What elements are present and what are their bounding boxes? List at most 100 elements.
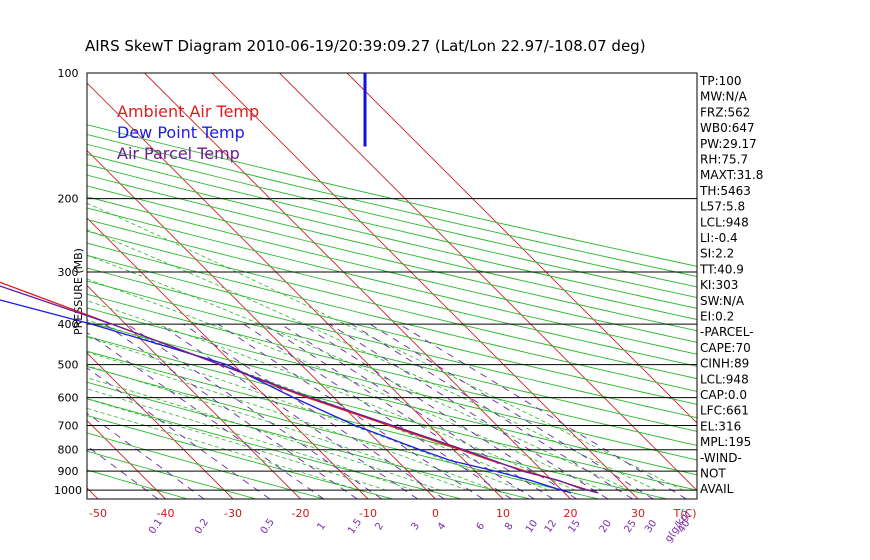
moist-adiabat-line <box>87 229 657 491</box>
isotherm-line <box>87 352 234 499</box>
stats-item: TH:5463 <box>699 184 751 198</box>
bottom-temp-label: -40 <box>157 507 175 520</box>
mixing-ratio-line <box>87 412 205 499</box>
stats-item: LCL:948 <box>700 215 749 229</box>
mixing-ratio-line <box>399 323 687 499</box>
bottom-temp-label: -50 <box>89 507 107 520</box>
stats-item: MAXT:31.8 <box>700 168 763 182</box>
dry-adiabat-line <box>87 366 599 499</box>
pressure-tick-label: 200 <box>58 193 79 206</box>
bottom-temp-label: 0 <box>432 507 439 520</box>
mixing-ratio-label: 12 <box>543 518 559 535</box>
stats-item: CAP:0.0 <box>700 388 747 402</box>
dry-adiabat-line <box>87 293 697 446</box>
moist-adiabat-line <box>87 336 522 491</box>
moist-adiabat-line <box>87 278 603 491</box>
pressure-tick-label: 1000 <box>54 484 82 497</box>
pressure-tick-label: 100 <box>58 67 79 80</box>
dry-adiabat-line <box>87 381 531 499</box>
dry-adiabat-line <box>87 267 697 419</box>
mixing-ratio-line <box>351 323 633 499</box>
dry-adiabat-line <box>87 335 697 491</box>
mixing-ratio-label: 2 <box>373 521 386 533</box>
stats-item: MPL:195 <box>700 435 751 449</box>
mixing-ratio-label: 1 <box>315 521 328 533</box>
mixing-ratio-line <box>369 323 654 499</box>
stats-item: -WIND- <box>700 451 742 465</box>
mixing-ratio-label: 10 <box>524 518 540 535</box>
dry-adiabat-line <box>87 124 697 267</box>
dry-adiabat-line <box>87 280 697 432</box>
bottom-temp-label: T(C) <box>673 507 697 520</box>
mixing-ratio-line <box>301 323 577 499</box>
legend-entry: Air Parcel Temp <box>117 144 240 163</box>
stats-item: FRZ:562 <box>700 105 750 119</box>
mixing-ratio-line <box>280 323 554 499</box>
stats-item: AVAIL <box>700 482 734 496</box>
bottom-temp-label: -30 <box>224 507 242 520</box>
dry-adiabat-line <box>87 174 697 320</box>
dry-adiabat-line <box>87 164 697 309</box>
isotherm-line <box>0 73 31 499</box>
moist-adiabat-line <box>87 254 630 491</box>
dry-adiabat-line <box>87 207 697 355</box>
stats-item: EL:316 <box>700 419 741 433</box>
isotherm-line <box>87 419 166 499</box>
dry-adiabat-line <box>87 307 697 461</box>
dry-adiabat-line <box>87 218 697 367</box>
stats-item: PW:29.17 <box>700 137 757 151</box>
isotherm-line <box>346 73 697 424</box>
stats-item: WB0:647 <box>700 121 755 135</box>
mixing-ratio-label: 8 <box>503 521 516 533</box>
mixing-ratio-label: 6 <box>475 521 488 533</box>
stats-item: RH:75.7 <box>700 153 748 167</box>
dry-adiabat-line <box>87 432 325 499</box>
dry-adiabat-line <box>87 196 697 343</box>
dry-adiabat-line <box>87 450 257 499</box>
bottom-temp-label: -20 <box>292 507 310 520</box>
isotherm-line <box>211 73 639 499</box>
chart-title: AIRS SkewT Diagram 2010-06-19/20:39:09.2… <box>85 37 646 55</box>
isotherm-line <box>279 73 697 492</box>
dry-adiabat-line <box>87 133 697 278</box>
stats-item: LFC:661 <box>700 404 749 418</box>
bottom-temp-label: 10 <box>496 507 510 520</box>
moist-adiabat-line <box>87 351 495 491</box>
bottom-temp-label: -10 <box>359 507 377 520</box>
mixing-ratio-label: 0.2 <box>193 517 211 536</box>
dry-adiabat-line <box>87 230 697 380</box>
isotherm-line <box>87 149 436 499</box>
stats-item: MW:N/A <box>700 90 748 104</box>
stats-item: TP:100 <box>699 74 742 88</box>
stats-item: NOT <box>700 467 726 481</box>
dew-point-line <box>0 299 572 494</box>
mixing-ratio-label: 25 <box>622 518 638 535</box>
stats-item: LCL:948 <box>700 372 749 386</box>
bottom-temp-label: 30 <box>631 507 645 520</box>
bottom-temp-label: 20 <box>564 507 578 520</box>
stats-item: CAPE:70 <box>700 341 751 355</box>
stats-item: TT:40.9 <box>699 262 744 276</box>
stats-item: L57:5.8 <box>700 200 745 214</box>
dry-adiabat-line <box>87 143 697 288</box>
pressure-tick-label: 500 <box>58 359 79 372</box>
mixing-ratio-label: 0.5 <box>259 517 277 536</box>
mixing-ratio-label: 3 <box>409 521 422 533</box>
stats-item: -PARCEL- <box>700 325 754 339</box>
mixing-ratio-label: 15 <box>566 518 582 535</box>
moist-adiabat-line <box>87 398 387 491</box>
pressure-tick-label: 600 <box>58 392 79 405</box>
pressure-tick-label: 900 <box>58 465 79 478</box>
dry-adiabat-line <box>87 185 697 332</box>
dry-adiabat-line <box>87 254 697 405</box>
pressure-tick-label: 400 <box>58 318 79 331</box>
stats-item: SW:N/A <box>700 294 745 308</box>
pressure-tick-label: 800 <box>58 444 79 457</box>
dry-adiabat-line <box>87 153 697 299</box>
plot-area <box>0 73 697 499</box>
moist-adiabat-line <box>87 300 576 491</box>
moist-adiabat-line <box>87 319 549 491</box>
mixing-ratio-line <box>183 323 445 499</box>
